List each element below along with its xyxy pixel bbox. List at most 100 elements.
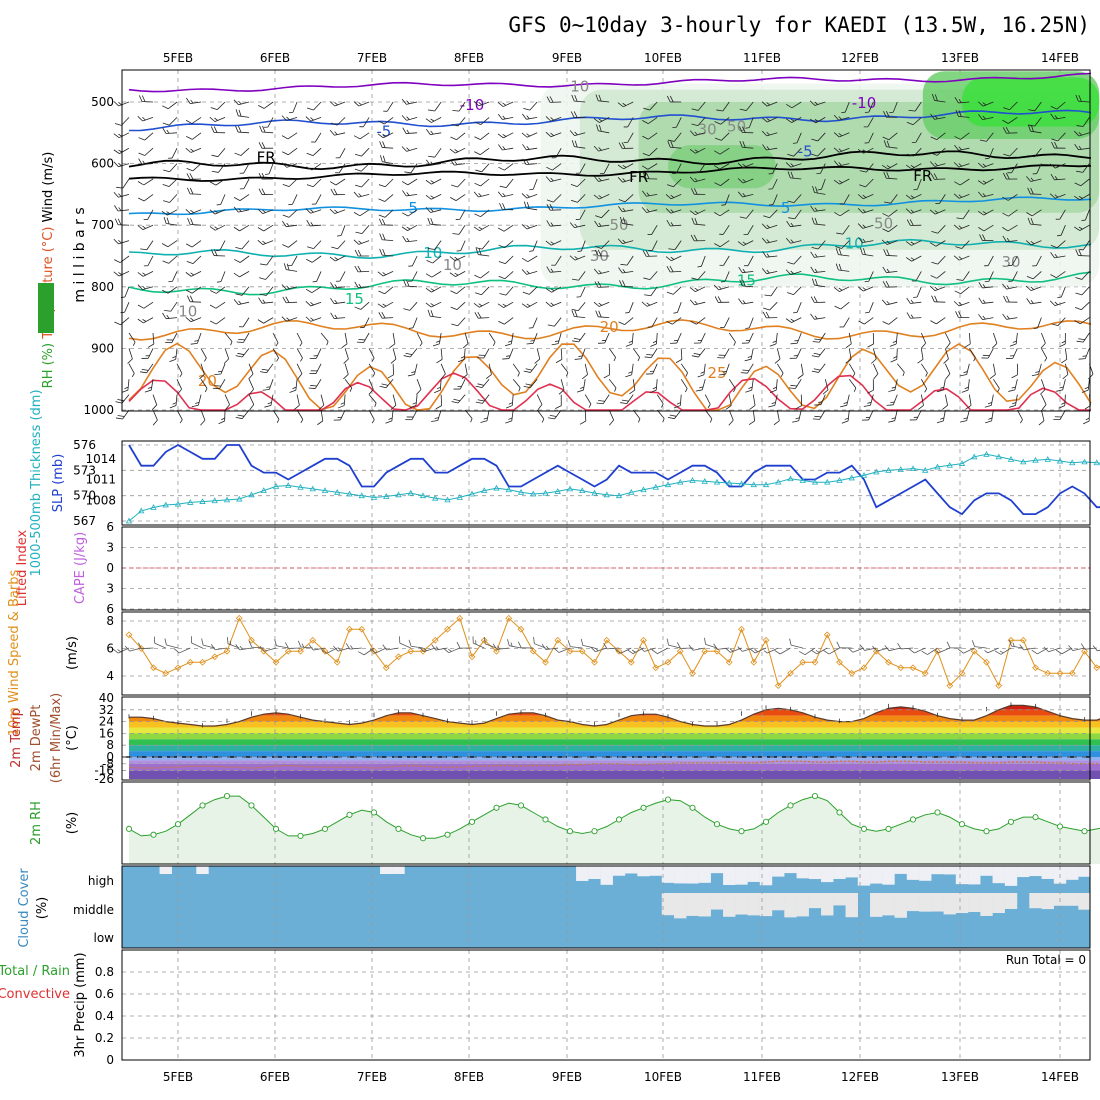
barb-flag [425,207,431,213]
wind-barb [629,379,636,395]
barb-staff [991,409,994,421]
barb-flag [233,197,241,201]
wind-barb [161,286,178,294]
barb-flag [248,373,254,380]
rh2-point [983,828,990,835]
barb-flag [115,417,123,420]
temp-band [129,733,1100,740]
barb-staff [916,409,922,421]
barb-flag [189,187,194,195]
barb-staff [793,147,802,157]
barb-flag [769,343,777,347]
barb-flag [930,173,935,180]
wind-barb [257,224,274,232]
barb-half [1054,194,1059,198]
barb-flag [693,188,698,195]
barb-flag [451,184,458,188]
wind-barb [1006,348,1018,359]
barb-flag [354,168,362,172]
barb-flag [117,398,125,402]
barb-staff [1082,332,1090,343]
barb-flag [1008,639,1012,647]
top-date-label: 11FEB [743,51,781,65]
wind-barb [978,191,994,198]
wind-barb [1031,363,1042,377]
rh2-point [1056,823,1064,830]
wind-barb [668,240,682,251]
wind-barb [185,271,202,277]
barb-flag [954,144,959,151]
barb-half [335,280,340,282]
barb-half [190,317,194,321]
barb-staff [608,378,617,389]
barb-half [721,204,726,206]
barb-flag [282,220,287,227]
barb-flag [971,640,975,647]
barb-half [790,239,794,243]
wind-barb [522,286,538,295]
barb-flag [404,171,412,174]
barb-staff [1056,240,1066,249]
barb-staff [311,163,322,171]
barb-flag [667,416,675,420]
barb-half [1030,177,1034,182]
barb-flag [185,272,192,277]
wind-barb [320,332,329,346]
barb-half [580,386,585,389]
barb-half [142,225,146,229]
wind10-point [333,658,341,666]
barb-staff [460,240,466,251]
barb-flag [330,188,335,196]
wind-barb [484,637,497,649]
wind10-tick-label: 8 [106,614,114,628]
wind-barb [498,163,514,171]
wind-barb [239,317,250,328]
barb-flag [978,297,983,304]
barb-flag [378,184,386,188]
barb-flag [387,374,394,379]
wind-barb [787,255,802,265]
barb-flag [185,119,193,124]
wind10-point [137,645,145,652]
barb-half [555,340,560,343]
bottom-date-label: 12FEB [841,1070,879,1084]
barb-half [550,268,554,273]
cloud-high-gap [784,866,797,874]
wind10-point [848,669,856,677]
temp-tick-label: 40 [99,691,114,705]
barb-flag [408,639,412,647]
barb-half [526,160,530,165]
barb-staff [480,132,490,140]
barb-staff [742,271,754,274]
barb-half [1035,371,1040,373]
barb-staff [862,253,874,257]
barb-flag [474,121,481,125]
barb-staff [361,147,370,157]
barb-flag [668,248,676,251]
barb-flag [474,182,481,187]
thickness-point [579,487,586,493]
barb-flag [573,337,581,340]
barb-staff [890,194,898,204]
barb-flag [114,123,122,126]
barb-flag [953,193,960,199]
barb-staff [218,163,226,173]
barb-staff [838,132,850,138]
barb-flag [1076,170,1083,173]
barb-half [982,299,986,304]
wind-barb [823,647,840,655]
barb-staff [627,117,634,128]
barb-staff [992,332,998,344]
rh-shade [668,145,776,189]
barb-half [203,357,207,362]
wind-barb [521,193,538,199]
barb-staff [790,163,802,168]
cloud-frame [121,865,1091,949]
barb-staff [121,117,130,126]
barb-staff [722,224,730,235]
cloud-high-gap [380,866,393,874]
barb-staff [532,332,538,344]
barb-staff [555,148,562,158]
barb-staff [191,132,202,140]
thickness-point [162,501,169,508]
